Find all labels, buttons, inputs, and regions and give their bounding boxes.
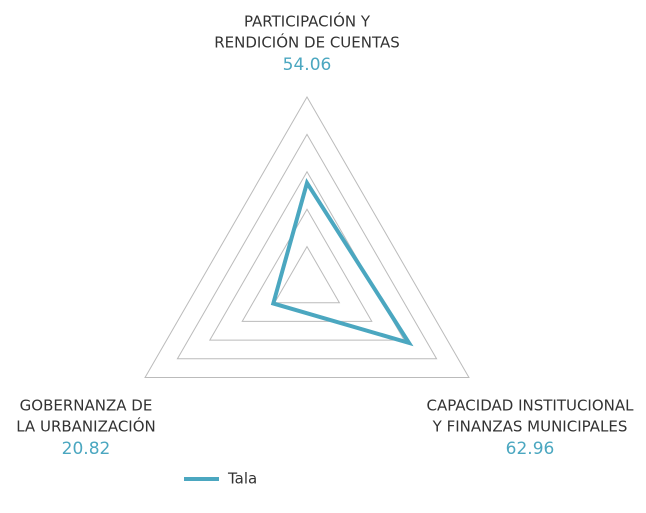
axis-label: RENDICIÓN DE CUENTAS <box>214 33 400 52</box>
value-label: 20.82 <box>62 439 111 459</box>
axis-label: Y FINANZAS MUNICIPALES <box>432 418 628 436</box>
grid-ring <box>241 208 373 322</box>
legend-label: Tala <box>227 470 257 488</box>
grid-ring <box>144 95 470 378</box>
series-line <box>270 178 414 347</box>
axis-label: CAPACIDAD INSTITUCIONAL <box>426 397 634 415</box>
value-label: 54.06 <box>283 55 332 75</box>
axis-label: PARTICIPACIÓN Y <box>244 12 371 31</box>
grid-ring <box>176 133 438 360</box>
axis-label: GOBERNANZA DE <box>20 397 153 415</box>
value-label: 62.96 <box>506 439 555 459</box>
grid-ring <box>273 245 341 304</box>
axis-label: LA URBANIZACIÓN <box>16 417 156 436</box>
